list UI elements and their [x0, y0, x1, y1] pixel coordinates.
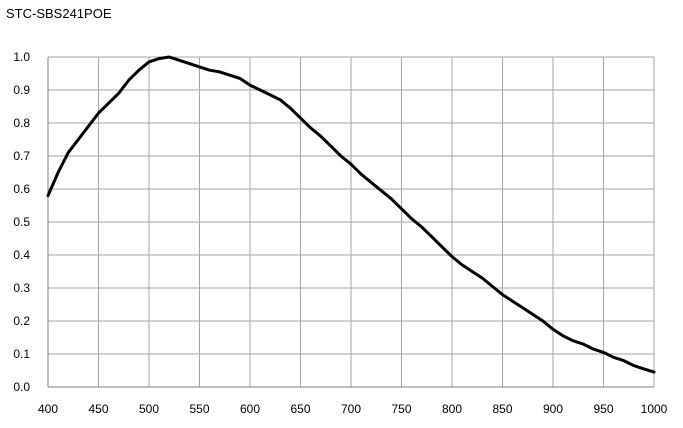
- x-tick-label: 650: [290, 402, 310, 416]
- y-tick-label: 0.2: [13, 314, 30, 328]
- series-line: [46, 55, 656, 374]
- y-tick-label: 0.9: [13, 83, 30, 97]
- chart-title: STC-SBS241POE: [6, 6, 112, 21]
- x-tick-label: 700: [341, 402, 361, 416]
- y-tick-label: 0.7: [13, 149, 30, 163]
- x-tick-label: 550: [189, 402, 209, 416]
- x-tick-label: 450: [88, 402, 108, 416]
- y-tick-label: 0.3: [13, 281, 30, 295]
- y-tick-label: 0.5: [13, 215, 30, 229]
- x-tick-label: 800: [442, 402, 462, 416]
- y-tick-label: 0.6: [13, 182, 30, 196]
- x-tick-label: 600: [240, 402, 260, 416]
- series-group: [46, 55, 656, 374]
- x-tick-label: 950: [593, 402, 613, 416]
- x-tick-label: 750: [391, 402, 411, 416]
- x-tick-label: 850: [492, 402, 512, 416]
- tick-labels: 400 450 500 550 600 650 700 750 800 850 900 950 1000…: [13, 50, 667, 416]
- x-tick-label: 1000: [641, 402, 668, 416]
- y-tick-label: 0.0: [13, 380, 30, 394]
- x-tick-label: 400: [38, 402, 58, 416]
- y-tick-label: 0.8: [13, 116, 30, 130]
- x-tick-label: 900: [543, 402, 563, 416]
- axes: [47, 57, 654, 388]
- x-tick-label: 500: [139, 402, 159, 416]
- y-tick-label: 1.0: [13, 50, 30, 64]
- y-tick-label: 0.4: [13, 248, 30, 262]
- y-tick-label: 0.1: [13, 347, 30, 361]
